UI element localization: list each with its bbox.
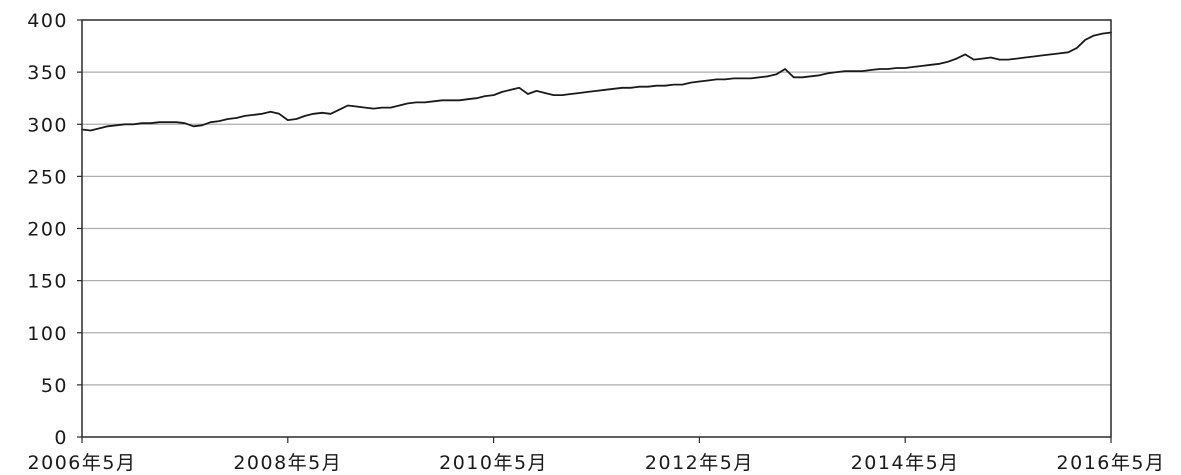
y-tick-label: 200 (27, 219, 68, 241)
x-tick-label: 2008年5月 (233, 452, 342, 474)
grid-layer (82, 71, 1111, 386)
x-tick-label: 2012年5月 (645, 452, 754, 474)
y-tick-label: 150 (27, 271, 68, 293)
x-tick-label: 2014年5月 (851, 452, 960, 474)
x-tick-label: 2010年5月 (439, 452, 548, 474)
tick-labels: 0 50 100 150 200 250 300 350 400 2006年5月 2008年5月 20… (27, 10, 1166, 474)
y-tick-label: 50 (41, 375, 68, 397)
axis-layer (77, 19, 1112, 443)
series-layer (81, 31, 1112, 132)
y-tick-label: 400 (27, 10, 68, 32)
x-tick-label: 2016年5月 (1057, 452, 1166, 474)
y-tick-label: 100 (27, 323, 68, 345)
y-tick-label: 300 (27, 114, 68, 136)
series-line (81, 31, 1112, 132)
x-tick-label: 2006年5月 (28, 452, 137, 474)
y-tick-label: 350 (27, 62, 68, 84)
y-tick-label: 250 (27, 166, 68, 188)
y-tick-label: 0 (54, 427, 68, 449)
plot-border (81, 19, 1112, 438)
